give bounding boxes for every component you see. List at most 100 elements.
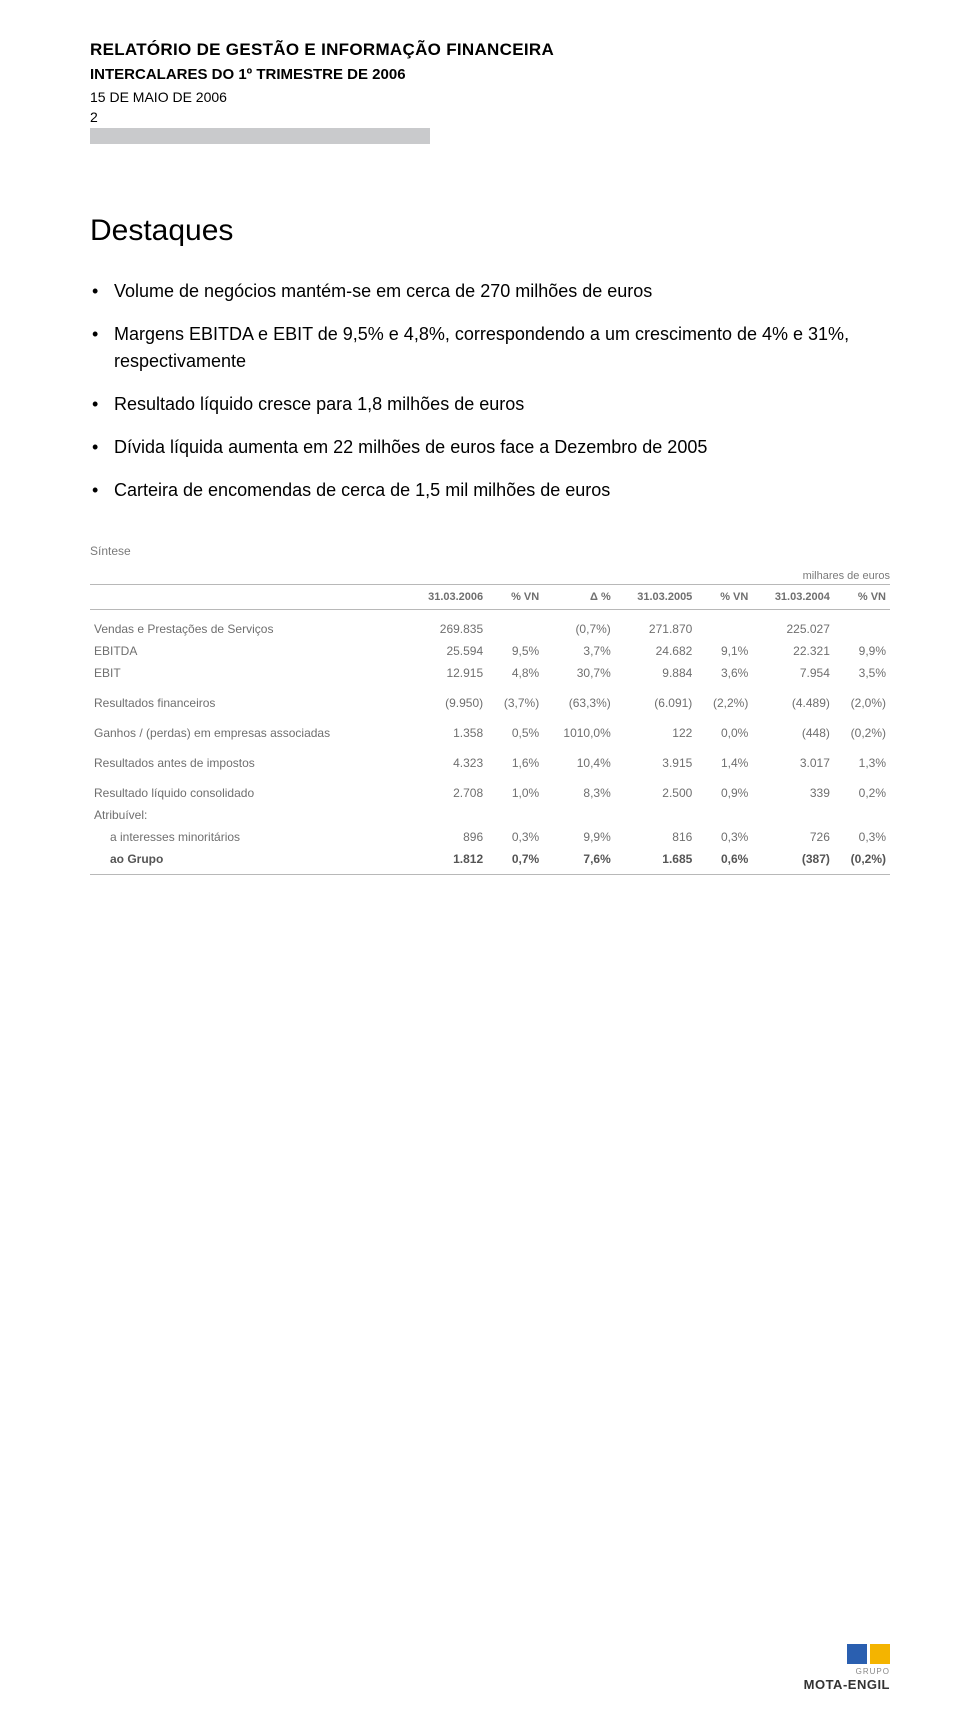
highlight-item: Resultado líquido cresce para 1,8 milhõe… xyxy=(90,391,890,418)
table-cell: (63,3%) xyxy=(543,684,615,714)
page-header: RELATÓRIO DE GESTÃO E INFORMAÇÃO FINANCE… xyxy=(90,40,890,144)
table-row: EBITDA25.5949,5%3,7%24.6829,1%22.3219,9% xyxy=(90,640,890,662)
table-cell: (2,2%) xyxy=(696,684,752,714)
table-row-label: Vendas e Prestações de Serviços xyxy=(90,610,406,641)
table-cell: 4.323 xyxy=(406,744,488,774)
table-cell xyxy=(615,804,697,826)
table-cell: 2.500 xyxy=(615,774,697,804)
logo-squares xyxy=(804,1644,890,1664)
table-cell: 4,8% xyxy=(487,662,543,684)
highlight-item: Carteira de encomendas de cerca de 1,5 m… xyxy=(90,477,890,504)
table-cell: (0,2%) xyxy=(834,848,890,875)
table-cell: 7,6% xyxy=(543,848,615,875)
table-cell: 3,7% xyxy=(543,640,615,662)
table-cell: 9,5% xyxy=(487,640,543,662)
table-cell: 0,7% xyxy=(487,848,543,875)
logo-brand-text: MOTA-ENGIL xyxy=(804,1677,890,1692)
table-cell: 12.915 xyxy=(406,662,488,684)
table-cell xyxy=(406,804,488,826)
table-cell: (3,7%) xyxy=(487,684,543,714)
table-row-label: ao Grupo xyxy=(90,848,406,875)
highlight-item: Dívida líquida aumenta em 22 milhões de … xyxy=(90,434,890,461)
header-title: RELATÓRIO DE GESTÃO E INFORMAÇÃO FINANCE… xyxy=(90,40,890,60)
table-cell: 1.358 xyxy=(406,714,488,744)
table-cell: 9,1% xyxy=(696,640,752,662)
table-row-label: EBIT xyxy=(90,662,406,684)
table-cell: 3,5% xyxy=(834,662,890,684)
section-title: Destaques xyxy=(90,214,890,248)
footer-logo: GRUPO MOTA-ENGIL xyxy=(804,1644,890,1692)
header-grey-bar xyxy=(90,128,430,144)
table-cell: 0,2% xyxy=(834,774,890,804)
table-row: Vendas e Prestações de Serviços269.835 (0… xyxy=(90,610,890,641)
table-cell: 0,6% xyxy=(696,848,752,875)
logo-square-blue xyxy=(847,1644,867,1664)
table-cell: 1,0% xyxy=(487,774,543,804)
table-cell: 0,9% xyxy=(696,774,752,804)
table-cell: 339 xyxy=(752,774,834,804)
table-cell xyxy=(834,804,890,826)
table-cell: (9.950) xyxy=(406,684,488,714)
table-cell: 22.321 xyxy=(752,640,834,662)
table-cell: 271.870 xyxy=(615,610,697,641)
table-row-label: a interesses minoritários xyxy=(90,826,406,848)
table-cell: 122 xyxy=(615,714,697,744)
table-cell: 1.812 xyxy=(406,848,488,875)
table-row: Ganhos / (perdas) em empresas associadas… xyxy=(90,714,890,744)
table-cell: 25.594 xyxy=(406,640,488,662)
table-cell: 3.017 xyxy=(752,744,834,774)
table-row: ao Grupo1.8120,7%7,6%1.6850,6%(387)(0,2%… xyxy=(90,848,890,875)
table-cell: 1,4% xyxy=(696,744,752,774)
table-cell: 1010,0% xyxy=(543,714,615,744)
table-row-label: Resultado líquido consolidado xyxy=(90,774,406,804)
table-cell: 24.682 xyxy=(615,640,697,662)
sintese-label: Síntese xyxy=(90,544,890,558)
table-row: a interesses minoritários8960,3%9,9%8160… xyxy=(90,826,890,848)
table-cell: 0,0% xyxy=(696,714,752,744)
table-cell: 225.027 xyxy=(752,610,834,641)
table-cell: (387) xyxy=(752,848,834,875)
table-cell: 1,6% xyxy=(487,744,543,774)
financial-table: 31.03.2006% VNΔ %31.03.2005% VN31.03.200… xyxy=(90,584,890,875)
table-cell: 9,9% xyxy=(543,826,615,848)
table-col-header: % VN xyxy=(834,585,890,610)
table-cell: 9,9% xyxy=(834,640,890,662)
table-cell: 8,3% xyxy=(543,774,615,804)
highlight-item: Margens EBITDA e EBIT de 9,5% e 4,8%, co… xyxy=(90,321,890,375)
table-col-header xyxy=(90,585,406,610)
table-cell: (2,0%) xyxy=(834,684,890,714)
table-cell: 1,3% xyxy=(834,744,890,774)
table-cell: 9.884 xyxy=(615,662,697,684)
table-row: EBIT12.9154,8%30,7%9.8843,6%7.9543,5% xyxy=(90,662,890,684)
table-cell: 816 xyxy=(615,826,697,848)
table-body: Vendas e Prestações de Serviços269.835 (0… xyxy=(90,610,890,875)
highlight-item: Volume de negócios mantém-se em cerca de… xyxy=(90,278,890,305)
table-cell xyxy=(752,804,834,826)
table-cell: 10,4% xyxy=(543,744,615,774)
table-row-label: Resultados antes de impostos xyxy=(90,744,406,774)
table-cell: 7.954 xyxy=(752,662,834,684)
table-row-label: Atribuível: xyxy=(90,804,406,826)
table-cell xyxy=(834,610,890,641)
table-cell xyxy=(543,804,615,826)
table-cell xyxy=(487,804,543,826)
table-cell: 1.685 xyxy=(615,848,697,875)
header-subtitle: INTERCALARES DO 1º TRIMESTRE DE 2006 xyxy=(90,66,890,83)
table-unit: milhares de euros xyxy=(90,570,890,582)
table-cell: 0,3% xyxy=(834,826,890,848)
table-cell: 3,6% xyxy=(696,662,752,684)
table-col-header: 31.03.2004 xyxy=(752,585,834,610)
header-date: 15 DE MAIO DE 2006 xyxy=(90,89,890,105)
table-cell: 269.835 xyxy=(406,610,488,641)
table-row-label: EBITDA xyxy=(90,640,406,662)
table-cell: 726 xyxy=(752,826,834,848)
table-col-header: % VN xyxy=(487,585,543,610)
logo-grupo-text: GRUPO xyxy=(804,1667,890,1676)
table-cell: 0,3% xyxy=(487,826,543,848)
table-cell xyxy=(696,804,752,826)
table-cell xyxy=(487,610,543,641)
table-cell: (0,7%) xyxy=(543,610,615,641)
table-cell: (4.489) xyxy=(752,684,834,714)
table-col-header: Δ % xyxy=(543,585,615,610)
table-col-header: % VN xyxy=(696,585,752,610)
